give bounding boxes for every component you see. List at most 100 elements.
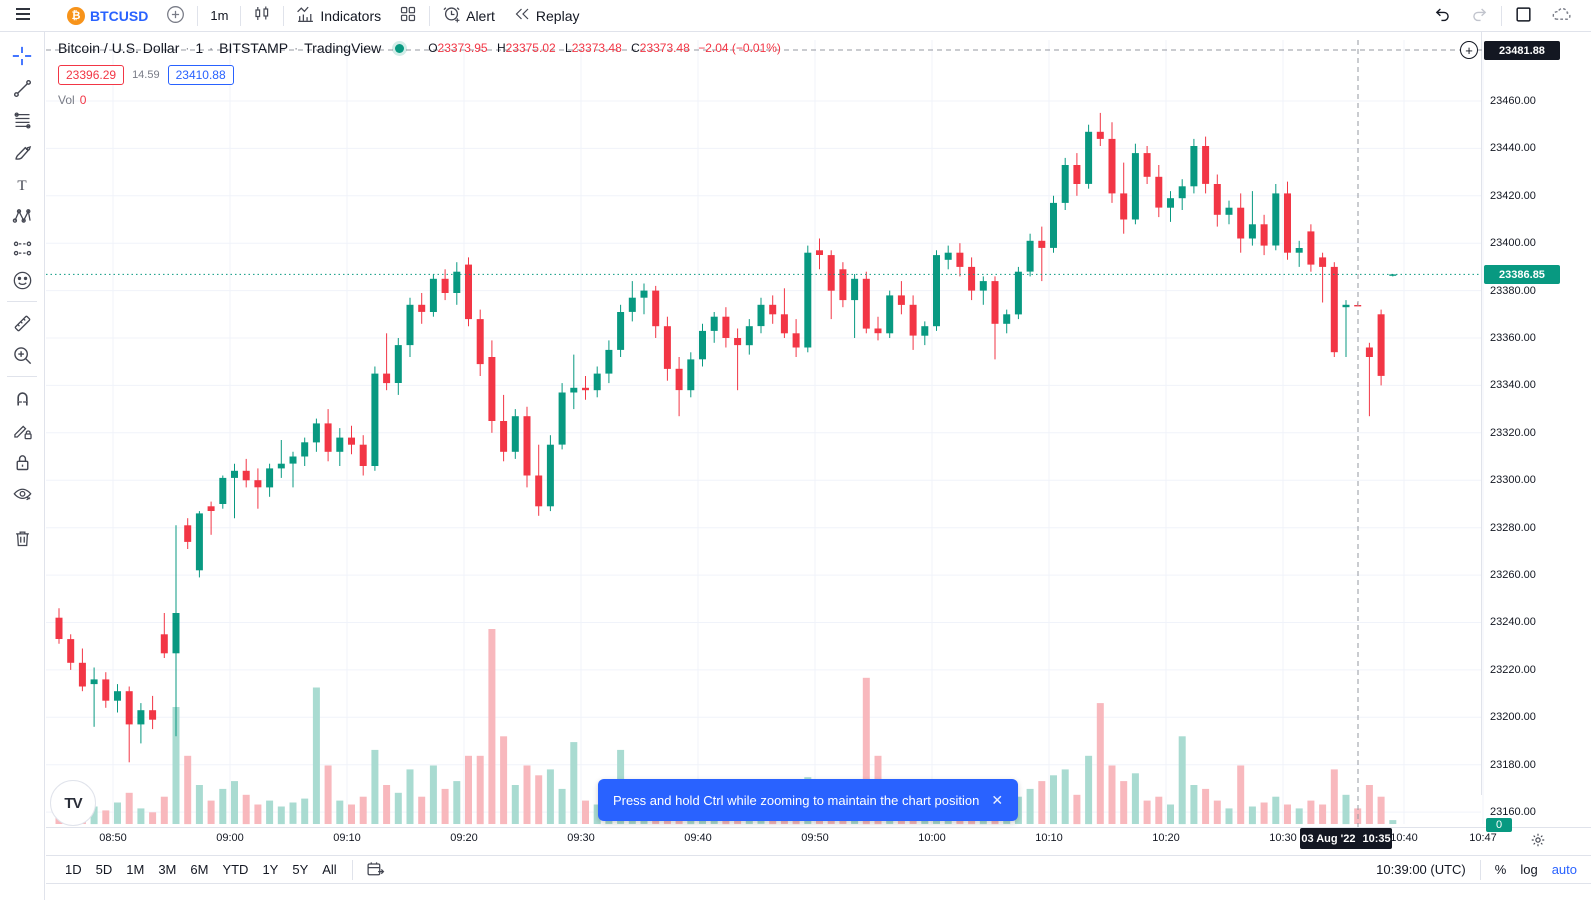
toolbar-separator (7, 376, 37, 377)
cloud-icon (1551, 5, 1572, 27)
cloud-save-button[interactable] (1542, 3, 1581, 29)
time-axis-tick: 09:10 (333, 832, 361, 844)
zoom-hint-toast: Press and hold Ctrl while zooming to mai… (598, 779, 1018, 821)
grid-squares-icon (399, 5, 417, 26)
date-range-buttons: 1D 5D 1M 3M 6M YTD 1Y 5Y All (58, 860, 344, 879)
symbol-button[interactable]: ₿ BTCUSD (58, 3, 157, 29)
percent-scale-button[interactable]: % (1494, 862, 1507, 877)
hamburger-menu-icon (13, 4, 33, 27)
top-toolbar: ₿ BTCUSD 1m Indicators Alert Replay (0, 0, 1591, 32)
indicators-button[interactable]: Indicators (287, 3, 390, 29)
layout-templates-button[interactable] (390, 3, 426, 29)
symbol-name: BTCUSD (90, 7, 149, 24)
crosshair-time-label: 03 Aug '22 10:35 (1300, 828, 1392, 849)
range-button-all[interactable]: All (322, 862, 337, 877)
range-button-ytd[interactable]: YTD (222, 862, 249, 877)
close-label: C (631, 41, 640, 55)
svg-text:T: T (17, 176, 26, 193)
toast-close-icon[interactable]: ✕ (991, 791, 1004, 808)
range-button-1d[interactable]: 1D (65, 862, 82, 877)
price-axis-tick: 23180.00 (1490, 758, 1536, 771)
toolbar-separator (7, 301, 37, 302)
undo-icon (1433, 5, 1452, 27)
main-menu-button[interactable] (4, 3, 42, 29)
tool-hide-all[interactable] (5, 478, 39, 510)
compare-add-button[interactable] (157, 3, 194, 29)
clock-utc-button[interactable]: 10:39:00 (UTC) (1376, 862, 1466, 877)
add-alert-plus-icon[interactable]: + (1460, 41, 1478, 59)
volume-value: 0 (79, 93, 87, 107)
tool-brush[interactable] (5, 136, 39, 168)
indicators-icon (296, 5, 315, 27)
price-axis-tick: 23380.00 (1490, 284, 1536, 297)
tool-zoom-in[interactable] (5, 339, 39, 371)
tool-drawing-lock[interactable] (5, 414, 39, 446)
toast-message: Press and hold Ctrl while zooming to mai… (612, 792, 980, 808)
price-axis-tick: 23280.00 (1490, 521, 1536, 534)
legend-exchange[interactable]: BITSTAMP (219, 40, 289, 56)
volume-legend[interactable]: Vol 0 (58, 93, 781, 107)
crosshair-date: 03 Aug '22 (1301, 832, 1356, 845)
legend-owner: TradingView (304, 40, 382, 56)
price-axis-tick: 23360.00 (1490, 332, 1536, 345)
undo-button[interactable] (1424, 3, 1461, 29)
tool-magnet[interactable] (5, 382, 39, 414)
chart-area: 23460.00 23440.00 23420.00 23400.00 23380.00… (46, 32, 1591, 854)
tool-fib-retracement[interactable] (5, 104, 39, 136)
range-button-1y[interactable]: 1Y (262, 862, 279, 877)
volume-label: Vol (58, 93, 75, 107)
price-axis-tick: 23460.00 (1490, 95, 1536, 107)
low-label: L (565, 41, 572, 55)
tool-trend-line[interactable] (5, 72, 39, 104)
tool-xabcd-pattern[interactable] (5, 200, 39, 232)
range-button-5y[interactable]: 5Y (292, 862, 309, 877)
price-axis-tick: 23240.00 (1490, 616, 1536, 629)
close-value: 23373.48 (639, 41, 690, 55)
log-scale-button[interactable]: log (1520, 862, 1538, 877)
range-button-1m[interactable]: 1M (126, 862, 145, 877)
go-to-date-button[interactable] (361, 857, 390, 883)
time-axis-border (46, 827, 1591, 828)
symbol-title[interactable]: Bitcoin / U.S. Dollar (58, 40, 180, 56)
high-label: H (496, 41, 506, 55)
time-axis-tick: 10:30 (1269, 832, 1297, 844)
tool-emoji[interactable] (5, 264, 39, 296)
tool-crosshair[interactable] (5, 40, 39, 72)
interval-button[interactable]: 1m (201, 3, 237, 29)
redo-button[interactable] (1461, 3, 1498, 29)
price-axis-tick: 23420.00 (1490, 189, 1536, 202)
range-button-3m[interactable]: 3M (158, 862, 177, 877)
time-axis-tick: 08:50 (99, 832, 127, 844)
replay-label: Replay (535, 7, 580, 24)
tool-lock-all[interactable] (5, 446, 39, 478)
market-status-dot[interactable] (395, 43, 405, 53)
fullscreen-button[interactable] (1505, 3, 1542, 29)
crosshair-time: 10:35 (1362, 832, 1391, 845)
tool-text[interactable]: T (5, 168, 39, 200)
chart-style-button[interactable] (244, 3, 280, 29)
price-axis-tick: 23160.00 (1490, 806, 1536, 819)
tradingview-logo[interactable]: TV (50, 780, 96, 826)
legend-interval[interactable]: 1 (195, 40, 204, 56)
buy-price-button[interactable]: 23410.88 (167, 65, 234, 85)
range-button-5d[interactable]: 5D (95, 862, 113, 877)
tool-forecast[interactable] (5, 232, 39, 264)
tool-remove-all[interactable] (5, 522, 39, 554)
alert-button[interactable]: Alert (433, 3, 504, 29)
sell-price-button[interactable]: 23396.29 (58, 65, 125, 85)
price-axis-tick: 23320.00 (1490, 426, 1536, 439)
bitcoin-icon: ₿ (67, 6, 85, 25)
range-button-6m[interactable]: 6M (190, 862, 209, 877)
gear-icon[interactable] (1530, 832, 1546, 853)
symbol-legend: Bitcoin / U.S. Dollar · 1 · BITSTAMP · T… (58, 40, 781, 107)
open-label: O (428, 41, 438, 55)
tool-ruler[interactable] (5, 307, 39, 339)
chart-pane[interactable] (46, 32, 1591, 827)
last-price-label: 23386.85 (1484, 265, 1560, 284)
change-value: −2.04 (−0.01%) (698, 41, 781, 55)
candles-icon (253, 5, 271, 26)
low-value: 23373.48 (571, 41, 622, 55)
alert-label: Alert (466, 7, 495, 24)
auto-scale-button[interactable]: auto (1551, 862, 1577, 877)
replay-button[interactable]: Replay (504, 3, 589, 29)
